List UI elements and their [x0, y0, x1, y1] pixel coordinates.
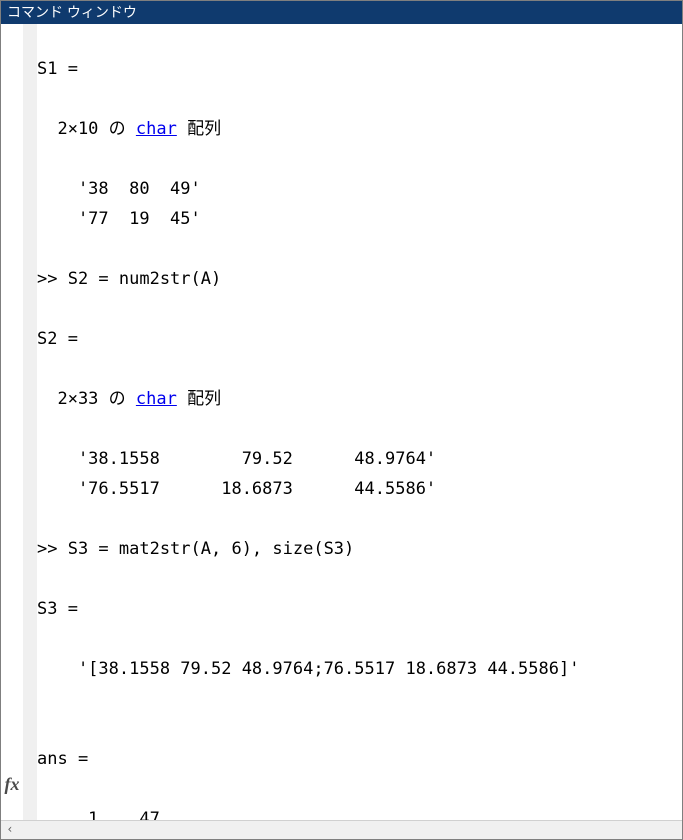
window-title: コマンド ウィンドウ — [7, 4, 137, 20]
text-span: 2×10 の — [37, 119, 136, 139]
output-line: '[38.1558 79.52 48.9764;76.5517 18.6873 … — [37, 654, 682, 684]
output-line: >> S2 = num2str(A) — [37, 264, 682, 294]
scroll-left-arrow[interactable]: ‹ — [1, 822, 19, 838]
output-line — [37, 564, 682, 594]
output-line — [37, 84, 682, 114]
doc-link[interactable]: char — [136, 389, 177, 409]
output-line — [37, 354, 682, 384]
output-line — [37, 24, 682, 54]
output-line: 2×33 の char 配列 — [37, 384, 682, 414]
titlebar: コマンド ウィンドウ — [1, 1, 682, 24]
fx-icon[interactable]: fx — [1, 774, 23, 798]
output-line: '76.5517 18.6873 44.5586' — [37, 474, 682, 504]
output-line — [37, 144, 682, 174]
window-body: fx S1 = 2×10 の char 配列 '38 80 49' '77 19… — [1, 24, 682, 820]
output-line: '38 80 49' — [37, 174, 682, 204]
text-span: 2×33 の — [37, 389, 136, 409]
output-line: '38.1558 79.52 48.9764' — [37, 444, 682, 474]
output-line — [37, 624, 682, 654]
output-line — [37, 684, 682, 714]
gutter — [23, 24, 37, 820]
output-line — [37, 504, 682, 534]
output-line — [37, 294, 682, 324]
output-line — [37, 714, 682, 744]
command-window: コマンド ウィンドウ fx S1 = 2×10 の char 配列 '38 80… — [0, 0, 683, 840]
doc-link[interactable]: char — [136, 119, 177, 139]
left-bar: fx — [1, 24, 23, 820]
command-output[interactable]: S1 = 2×10 の char 配列 '38 80 49' '77 19 45… — [37, 24, 682, 820]
output-line — [37, 234, 682, 264]
output-line: >> S3 = mat2str(A, 6), size(S3) — [37, 534, 682, 564]
output-line: ans = — [37, 744, 682, 774]
text-span: 配列 — [177, 119, 221, 139]
output-line — [37, 414, 682, 444]
output-line — [37, 774, 682, 804]
text-span: 配列 — [177, 389, 221, 409]
output-line: S3 = — [37, 594, 682, 624]
output-line: 1 47 — [37, 804, 682, 820]
output-line: S1 = — [37, 54, 682, 84]
output-line: S2 = — [37, 324, 682, 354]
output-line: '77 19 45' — [37, 204, 682, 234]
output-line: 2×10 の char 配列 — [37, 114, 682, 144]
horizontal-scrollbar[interactable]: ‹ — [1, 820, 682, 839]
